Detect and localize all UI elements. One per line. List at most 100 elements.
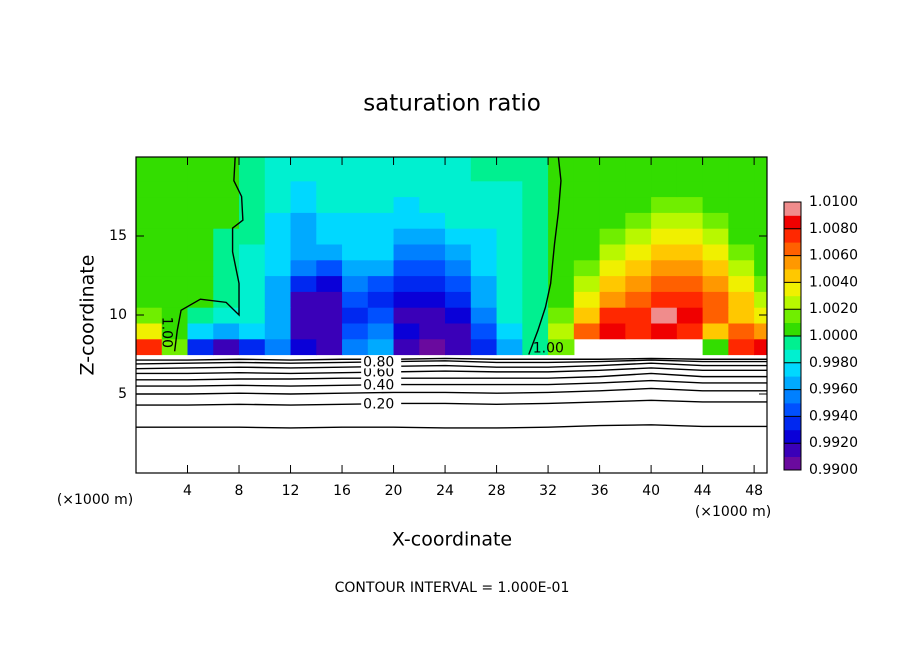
field-cell: [599, 243, 626, 261]
field-cell: [702, 180, 729, 198]
field-cell: [548, 291, 575, 308]
field-cell: [419, 212, 446, 229]
field-cell: [393, 243, 420, 261]
field-cell: [573, 180, 601, 198]
x-tick-label: 8: [235, 483, 244, 499]
field-cell: [676, 212, 704, 229]
field-cell: [676, 157, 704, 166]
field-cell: [599, 291, 626, 308]
field-cell: [187, 259, 214, 277]
contour-line: [173, 157, 244, 352]
field-cell: [393, 228, 420, 245]
colorbar-band: [784, 255, 801, 270]
field-cell: [548, 275, 575, 292]
field-cell: [754, 157, 767, 166]
field-cell: [470, 157, 498, 166]
field-cell: [161, 291, 189, 308]
field-cell: [676, 196, 704, 213]
field-cell: [470, 338, 498, 356]
field-cell: [316, 243, 343, 261]
field-cell: [342, 275, 369, 292]
field-cell: [393, 212, 420, 229]
field-cell: [419, 243, 446, 261]
x-tick-label: 12: [282, 483, 300, 499]
field-cell: [754, 338, 767, 356]
field-cell: [136, 228, 163, 245]
field-cell: [522, 157, 549, 166]
colorbar-tick-label: 1.0080: [809, 221, 858, 237]
field-cell: [573, 259, 601, 277]
field-cell: [445, 180, 472, 198]
field-cell: [651, 180, 678, 198]
colorbar-band: [784, 215, 801, 230]
x-tick-label: 36: [591, 483, 609, 499]
field-cell: [161, 322, 189, 340]
contour-line: [136, 359, 767, 365]
field-cell: [728, 157, 755, 166]
field-cell: [367, 157, 395, 166]
field-cell: [599, 180, 626, 198]
field-cell: [290, 157, 317, 166]
colorbar-band: [784, 362, 801, 377]
colorbar-tick-label: 0.9920: [809, 435, 858, 451]
x-unit: (×1000 m): [695, 504, 771, 520]
contour-label-bg: [361, 365, 402, 379]
field-cell: [754, 259, 767, 277]
field-cell: [367, 338, 395, 356]
x-axis-label: X-coordinate: [392, 529, 512, 551]
field-cell: [419, 338, 446, 356]
field-cell: [754, 243, 767, 261]
field-cell: [393, 259, 420, 277]
field-cell: [522, 180, 549, 198]
field-cell: [393, 196, 420, 213]
field-cell: [599, 157, 626, 166]
field-cell: [573, 164, 601, 182]
field-cell: [522, 164, 549, 182]
contour-label: 0.20: [363, 396, 394, 412]
field-cell: [522, 212, 549, 229]
field-cell: [676, 322, 704, 340]
colorbar-tick-label: 0.9960: [809, 382, 858, 398]
field-cell: [161, 164, 189, 182]
field-cell: [445, 212, 472, 229]
field-cell: [548, 212, 575, 229]
colorbar-tick-label: 1.0020: [809, 301, 858, 317]
field-cell: [702, 157, 729, 166]
field-cell: [136, 338, 163, 356]
field-cell: [187, 157, 214, 166]
field-cell: [599, 259, 626, 277]
field-cell: [702, 196, 729, 213]
field-cell: [496, 164, 523, 182]
colorbar-tick-label: 0.9900: [809, 462, 858, 478]
field-cell: [136, 212, 163, 229]
field-cell: [702, 322, 729, 340]
field-cell: [239, 259, 266, 277]
field-cell: [470, 259, 498, 277]
field-cell: [651, 291, 678, 308]
field-cell: [264, 157, 292, 166]
field-cell: [136, 322, 163, 340]
field-cell: [187, 180, 214, 198]
field-cell: [496, 228, 523, 245]
field-cell: [342, 291, 369, 308]
field-cell: [419, 291, 446, 308]
field-cell: [496, 291, 523, 308]
field-cell: [419, 196, 446, 213]
contour-line: [136, 357, 767, 361]
field-cell: [445, 291, 472, 308]
field-cell: [548, 307, 575, 324]
field-cell: [367, 164, 395, 182]
field-cell: [754, 196, 767, 213]
field-cell: [676, 275, 704, 292]
field-cell: [136, 291, 163, 308]
colorbar-band: [784, 202, 801, 216]
field-cell: [754, 180, 767, 198]
field-cell: [445, 228, 472, 245]
field-cell: [522, 322, 549, 340]
y-unit: (×1000 m): [57, 492, 133, 508]
field-cell: [496, 196, 523, 213]
field-cell: [213, 212, 240, 229]
field-cell: [136, 164, 163, 182]
field-cell: [548, 322, 575, 340]
